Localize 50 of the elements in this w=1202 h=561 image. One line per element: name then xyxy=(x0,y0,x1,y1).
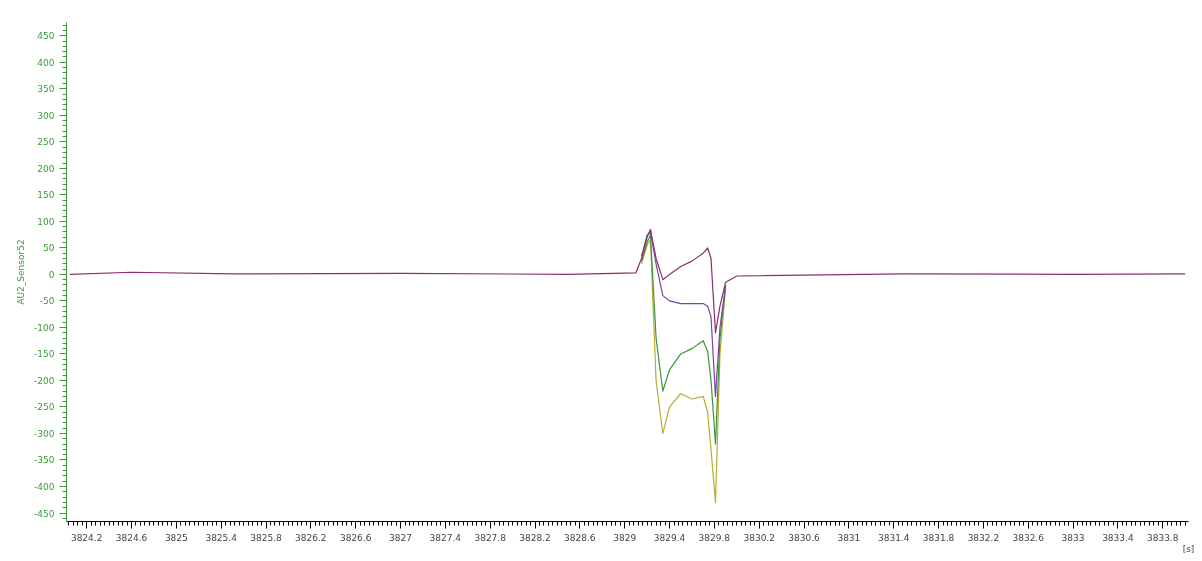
y-tick-label: 100 xyxy=(37,216,55,227)
x-axis-title: [s] xyxy=(1182,543,1195,554)
x-tick-label: 3829.8 xyxy=(698,532,731,543)
y-tick-label: 300 xyxy=(37,110,55,121)
x-tick-label: 3825 xyxy=(164,532,188,543)
y-tick-label: -100 xyxy=(34,322,55,333)
x-tick-label: 3826.6 xyxy=(339,532,372,543)
x-tick-label: 3833 xyxy=(1061,532,1085,543)
line-series xyxy=(640,231,727,397)
x-tick-label: 3829.4 xyxy=(653,532,686,543)
y-tick-label: 150 xyxy=(37,190,55,201)
y-tick-label: 450 xyxy=(37,31,55,42)
y-tick-label: 0 xyxy=(48,269,55,280)
x-tick-label: 3827 xyxy=(389,532,412,543)
y-tick-label: -400 xyxy=(34,482,55,492)
y-axis-title: AU2_Sensor52 xyxy=(16,239,27,305)
x-tick-label: 3827.8 xyxy=(474,532,507,543)
line-series xyxy=(640,239,727,504)
x-tick-label: 3829 xyxy=(613,532,637,543)
x-tick-label: 3825.8 xyxy=(250,532,283,543)
x-tick-label: 3827.4 xyxy=(429,532,462,543)
x-tick-label: 3831 xyxy=(837,532,861,543)
y-tick-label: 400 xyxy=(37,57,55,68)
x-tick-label: 3824.6 xyxy=(115,532,148,543)
y-tick-label: -250 xyxy=(34,402,55,413)
x-tick-label: 3825.4 xyxy=(205,532,238,543)
y-tick-label: -350 xyxy=(34,455,55,466)
y-tick-label: -200 xyxy=(34,375,55,386)
y-tick-label: 50 xyxy=(43,243,55,254)
x-tick-label: 3830.2 xyxy=(743,532,775,543)
x-tick-label: 3833.8 xyxy=(1146,532,1179,543)
y-tick-label: 350 xyxy=(37,84,55,95)
line-series xyxy=(69,228,1186,334)
y-tick-label: -450 xyxy=(34,508,55,519)
x-tick-label: 3833.4 xyxy=(1102,532,1134,543)
x-tick-label: 3824.2 xyxy=(70,532,103,543)
x-tick-label: 3828.6 xyxy=(564,532,596,543)
y-tick-label: -50 xyxy=(39,296,55,307)
x-tick-label: 3831.8 xyxy=(922,532,955,543)
y-tick-label: 200 xyxy=(37,163,55,174)
x-tick-label: 3830.6 xyxy=(788,532,821,543)
x-tick-label: 3828.2 xyxy=(519,532,551,543)
x-tick-label: 3832.6 xyxy=(1012,532,1045,543)
x-tick-label: 3832.2 xyxy=(967,532,1000,543)
y-tick-label: -300 xyxy=(34,428,55,439)
y-tick-label: 250 xyxy=(37,137,55,148)
y-tick-label: -150 xyxy=(34,349,55,360)
x-tick-label: 3831.4 xyxy=(877,532,910,543)
line-series xyxy=(640,234,727,445)
x-tick-label: 3826.2 xyxy=(295,532,327,543)
